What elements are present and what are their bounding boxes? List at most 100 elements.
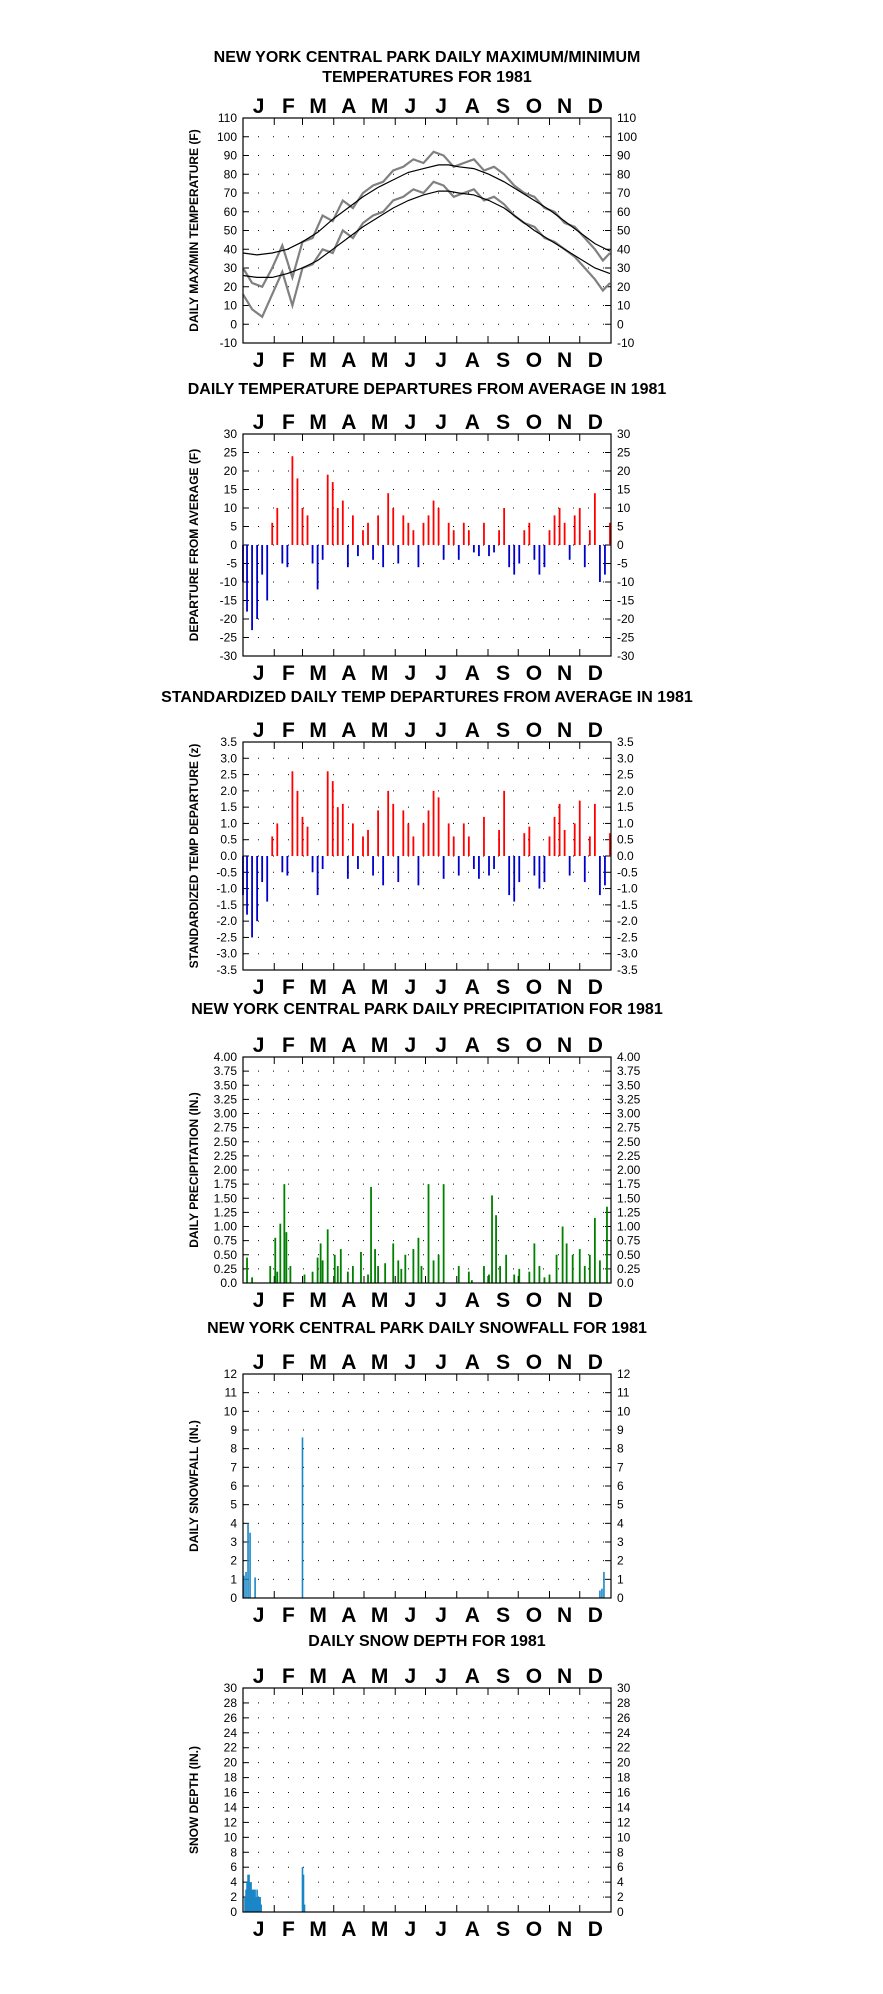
month-label-top: S bbox=[496, 95, 510, 118]
y-tick-label-left: 0 bbox=[230, 317, 237, 331]
y-tick-label-right: 8 bbox=[617, 1845, 624, 1859]
y-tick-label-left: -0.5 bbox=[216, 865, 237, 879]
month-label-bottom: A bbox=[341, 976, 356, 999]
y-tick-label-left: -10 bbox=[220, 575, 238, 589]
y-tick-label-left: -25 bbox=[220, 631, 238, 645]
month-label-bottom: J bbox=[405, 1604, 417, 1627]
data-bar bbox=[321, 856, 324, 870]
data-bar bbox=[346, 856, 349, 879]
y-tick-label-left: 3.0 bbox=[220, 751, 237, 765]
month-label-top: N bbox=[557, 1351, 572, 1374]
y-tick-label-left: 2.50 bbox=[214, 1135, 238, 1149]
data-bar bbox=[478, 856, 480, 879]
y-tick-label-left: 12 bbox=[224, 1815, 238, 1829]
month-label-bottom: M bbox=[309, 1918, 327, 1941]
y-tick-label-left: 0.50 bbox=[214, 1248, 238, 1262]
month-label-bottom: S bbox=[496, 976, 510, 999]
y-tick-label-left: 12 bbox=[224, 1367, 238, 1381]
data-bar bbox=[301, 816, 304, 856]
y-tick-label-left: 0.75 bbox=[214, 1234, 238, 1248]
data-bar bbox=[470, 1280, 473, 1283]
y-tick-label-right: 6 bbox=[617, 1479, 624, 1493]
data-bar bbox=[281, 545, 284, 564]
data-bar bbox=[336, 807, 339, 856]
y-tick-label-left: 50 bbox=[224, 224, 238, 238]
data-bar bbox=[568, 856, 571, 876]
y-tick-label-right: 1.5 bbox=[617, 800, 634, 814]
y-tick-label-right: 14 bbox=[617, 1800, 631, 1814]
y-tick-label-left: 80 bbox=[224, 167, 238, 181]
data-bar bbox=[266, 856, 269, 902]
month-label-top: A bbox=[465, 95, 480, 118]
data-bar bbox=[276, 1271, 279, 1283]
y-tick-label-right: 0.50 bbox=[617, 1248, 641, 1262]
data-bar bbox=[316, 1257, 319, 1283]
y-tick-label-right: 24 bbox=[617, 1726, 631, 1740]
month-label-top: J bbox=[253, 1351, 265, 1374]
data-bar bbox=[253, 1889, 255, 1912]
data-bar bbox=[513, 545, 516, 575]
month-label-top: A bbox=[465, 719, 480, 742]
data-bar bbox=[261, 856, 264, 883]
data-bar bbox=[563, 522, 566, 545]
data-bar bbox=[247, 1523, 249, 1598]
data-bar bbox=[291, 456, 294, 545]
y-tick-label-right: 0.5 bbox=[617, 833, 634, 847]
y-tick-label-left: 3 bbox=[230, 1535, 237, 1549]
data-bar bbox=[427, 515, 430, 545]
data-bar bbox=[249, 1882, 251, 1912]
month-label-top: S bbox=[496, 1351, 510, 1374]
data-bar bbox=[362, 530, 364, 545]
data-bar bbox=[306, 515, 309, 545]
data-bar bbox=[422, 522, 425, 545]
data-bar bbox=[397, 545, 400, 564]
month-label-top: O bbox=[526, 411, 542, 434]
data-bar bbox=[301, 1867, 304, 1912]
month-label-bottom: J bbox=[405, 349, 417, 372]
y-tick-label-left: 0 bbox=[230, 538, 237, 552]
y-tick-label-right: 7 bbox=[617, 1460, 624, 1474]
data-bar bbox=[472, 545, 475, 553]
data-bar bbox=[243, 1575, 245, 1598]
month-label-bottom: F bbox=[282, 662, 295, 685]
plot-frame bbox=[242, 741, 612, 971]
month-label-top: O bbox=[526, 1034, 542, 1057]
y-axis-label: DEPARTURE FROM AVERAGE (F) bbox=[187, 449, 201, 641]
data-bar bbox=[420, 1266, 423, 1283]
month-label-bottom: N bbox=[557, 662, 572, 685]
data-bar bbox=[593, 493, 596, 545]
month-label-bottom: M bbox=[309, 1604, 327, 1627]
month-label-bottom: M bbox=[309, 976, 327, 999]
data-bar bbox=[599, 1260, 601, 1283]
month-label-top: J bbox=[435, 411, 447, 434]
month-label-bottom: O bbox=[526, 1604, 542, 1627]
y-tick-label-left: 70 bbox=[224, 186, 238, 200]
month-label-top: S bbox=[496, 1665, 510, 1688]
data-bar bbox=[246, 856, 248, 915]
data-bar bbox=[442, 856, 445, 879]
data-bar bbox=[513, 856, 516, 902]
y-tick-label-right: 0 bbox=[617, 317, 624, 331]
data-bar bbox=[301, 508, 304, 545]
y-tick-label-left: 1 bbox=[230, 1572, 237, 1586]
y-tick-label-left: 10 bbox=[224, 1404, 238, 1418]
month-label-top: M bbox=[371, 411, 389, 434]
month-label-bottom: A bbox=[341, 1604, 356, 1627]
data-bar bbox=[248, 1874, 250, 1912]
y-tick-label-left: -3.0 bbox=[216, 947, 237, 961]
data-bar bbox=[467, 1271, 470, 1283]
data-bar bbox=[412, 836, 415, 856]
y-tick-label-right: 2 bbox=[617, 1890, 624, 1904]
data-bar bbox=[251, 1889, 253, 1912]
month-label-top: J bbox=[435, 1034, 447, 1057]
y-tick-label-left: 2.00 bbox=[214, 1163, 238, 1177]
month-label-bottom: A bbox=[465, 976, 480, 999]
y-tick-label-left: 8 bbox=[230, 1442, 237, 1456]
data-bar bbox=[251, 545, 253, 631]
data-bar bbox=[412, 1249, 415, 1283]
y-tick-label-right: 2.50 bbox=[617, 1135, 641, 1149]
y-tick-label-left: -1.0 bbox=[216, 882, 237, 896]
y-tick-label-left: 25 bbox=[224, 446, 238, 460]
data-bar bbox=[271, 836, 274, 856]
data-bar bbox=[538, 1266, 541, 1283]
